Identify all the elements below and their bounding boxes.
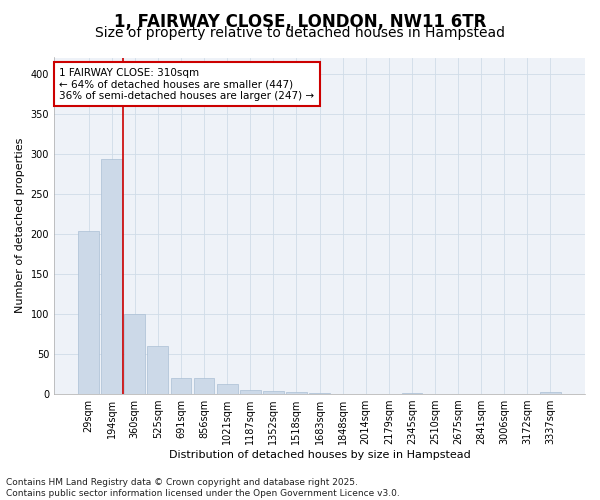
Bar <box>540 392 561 394</box>
Bar <box>286 392 307 394</box>
Bar <box>124 314 145 394</box>
Bar <box>263 391 284 394</box>
Text: 1, FAIRWAY CLOSE, LONDON, NW11 6TR: 1, FAIRWAY CLOSE, LONDON, NW11 6TR <box>114 12 486 30</box>
Text: 1 FAIRWAY CLOSE: 310sqm
← 64% of detached houses are smaller (447)
36% of semi-d: 1 FAIRWAY CLOSE: 310sqm ← 64% of detache… <box>59 68 314 101</box>
Bar <box>240 390 260 394</box>
Bar <box>309 393 330 394</box>
Bar <box>78 232 99 394</box>
Bar <box>217 384 238 394</box>
Text: Size of property relative to detached houses in Hampstead: Size of property relative to detached ho… <box>95 26 505 40</box>
Bar <box>148 346 168 394</box>
Bar <box>194 378 214 394</box>
Text: Contains HM Land Registry data © Crown copyright and database right 2025.
Contai: Contains HM Land Registry data © Crown c… <box>6 478 400 498</box>
Y-axis label: Number of detached properties: Number of detached properties <box>15 138 25 314</box>
Bar <box>101 159 122 394</box>
Bar <box>170 378 191 394</box>
Bar <box>401 393 422 394</box>
X-axis label: Distribution of detached houses by size in Hampstead: Distribution of detached houses by size … <box>169 450 470 460</box>
